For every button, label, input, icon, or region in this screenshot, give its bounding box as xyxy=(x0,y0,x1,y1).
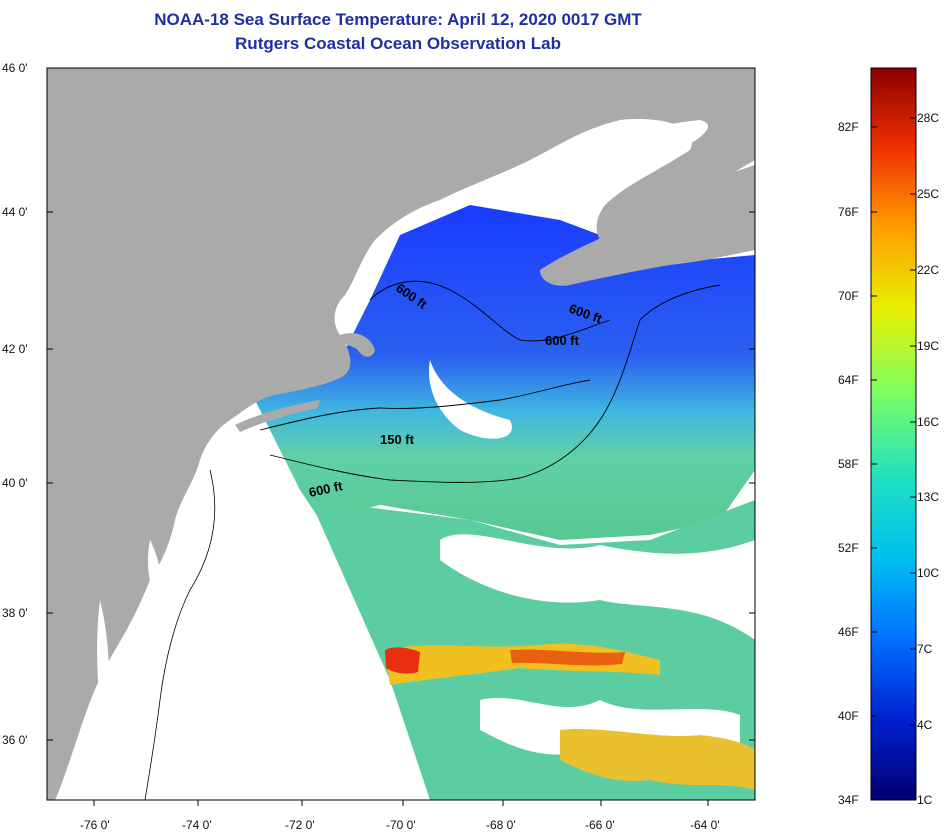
delaware-bay xyxy=(147,540,162,605)
lon-ticks xyxy=(93,800,709,806)
colorbar-c-label: 4C xyxy=(917,718,933,732)
cape-cod xyxy=(340,333,375,357)
gulf-stream-hot-streak xyxy=(510,649,625,666)
colorbar-f-label: 34F xyxy=(838,793,859,807)
colorbar-c-label: 28C xyxy=(917,111,940,125)
colorbar-ticks xyxy=(871,117,916,726)
lon-label: -74 0' xyxy=(182,818,212,832)
lat-ticks xyxy=(47,67,755,741)
colorbar-c-label: 19C xyxy=(917,339,940,353)
lat-label: 44 0' xyxy=(2,205,28,219)
cloud-patch xyxy=(440,534,755,640)
colorbar-f-label: 64F xyxy=(838,373,859,387)
map-title: NOAA-18 Sea Surface Temperature: April 1… xyxy=(154,10,642,29)
contour-label: 600 ft xyxy=(545,333,580,348)
lat-label: 38 0' xyxy=(2,606,28,620)
lon-label: -72 0' xyxy=(285,818,315,832)
contour-150ft xyxy=(259,379,591,431)
warm-eddies-south xyxy=(560,728,755,790)
colorbar-c-label: 13C xyxy=(917,490,940,504)
colorbar-c-label: 25C xyxy=(917,187,940,201)
lat-label: 40 0' xyxy=(2,476,28,490)
colorbar-f-label: 52F xyxy=(838,541,859,555)
colorbar-c-label: 10C xyxy=(917,566,940,580)
land-mass xyxy=(47,68,755,800)
lat-label: 36 0' xyxy=(2,733,28,747)
lon-label: -68 0' xyxy=(486,818,516,832)
map-subtitle: Rutgers Coastal Ocean Observation Lab xyxy=(235,34,561,53)
lon-label: -64 0' xyxy=(690,818,720,832)
coastline-offshore xyxy=(144,469,216,800)
colorbar-f-label: 58F xyxy=(838,457,859,471)
lon-label: -70 0' xyxy=(386,818,416,832)
nova-scotia xyxy=(540,165,755,286)
colorbar-c-label: 1C xyxy=(917,793,933,807)
colorbar-f-label: 70F xyxy=(838,289,859,303)
gulf-stream-hot-core xyxy=(385,647,420,674)
colorbar-f-label: 76F xyxy=(838,205,859,219)
colorbar-c-label: 16C xyxy=(917,415,940,429)
lon-label: -76 0' xyxy=(80,818,110,832)
contour-label: 150 ft xyxy=(380,432,415,447)
temperature-colorbar xyxy=(870,67,917,801)
contour-label: 600 ft xyxy=(308,478,345,500)
colorbar-c-label: 7C xyxy=(917,642,933,656)
sst-swath-north xyxy=(255,205,755,540)
colorbar-f-label: 40F xyxy=(838,709,859,723)
gulf-st-lawrence xyxy=(555,120,709,190)
contour-600ft-gulf-maine xyxy=(369,280,611,342)
colorbar-c-label: 22C xyxy=(917,263,940,277)
lon-label: -66 0' xyxy=(585,818,615,832)
map-frame xyxy=(46,67,756,801)
cloud-patch xyxy=(429,360,512,439)
colorbar-f-label: 46F xyxy=(838,625,859,639)
contour-600ft xyxy=(269,284,721,483)
colorbar-f-label: 82F xyxy=(838,120,859,134)
chesapeake-bay xyxy=(97,600,110,740)
lat-label: 42 0' xyxy=(2,342,28,356)
lat-label: 46 0' xyxy=(2,61,28,75)
long-island xyxy=(235,400,320,432)
